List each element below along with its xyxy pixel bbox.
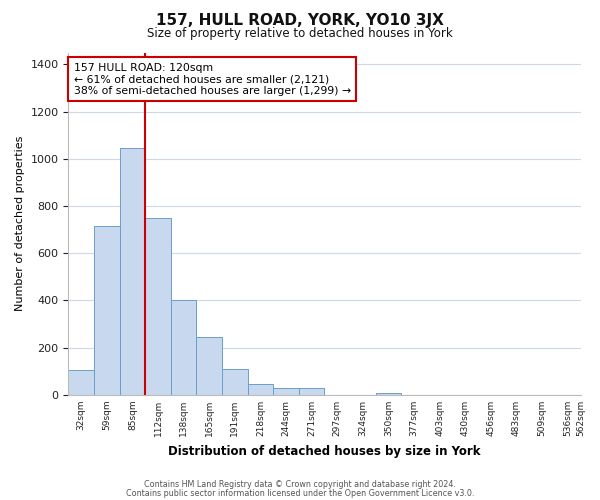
Bar: [119, 148, 145, 395]
Bar: [299, 388, 325, 395]
Bar: [94, 226, 119, 395]
Bar: [145, 218, 171, 395]
Y-axis label: Number of detached properties: Number of detached properties: [15, 136, 25, 312]
Bar: [273, 388, 299, 395]
Bar: [171, 300, 196, 395]
Text: Contains public sector information licensed under the Open Government Licence v3: Contains public sector information licen…: [126, 488, 474, 498]
Text: Size of property relative to detached houses in York: Size of property relative to detached ho…: [147, 28, 453, 40]
Text: 157 HULL ROAD: 120sqm
← 61% of detached houses are smaller (2,121)
38% of semi-d: 157 HULL ROAD: 120sqm ← 61% of detached …: [74, 63, 350, 96]
Bar: [196, 337, 222, 395]
Bar: [376, 392, 401, 395]
X-axis label: Distribution of detached houses by size in York: Distribution of detached houses by size …: [168, 444, 481, 458]
Bar: [68, 370, 94, 395]
Bar: [222, 369, 248, 395]
Bar: [248, 384, 273, 395]
Text: 157, HULL ROAD, YORK, YO10 3JX: 157, HULL ROAD, YORK, YO10 3JX: [156, 12, 444, 28]
Text: Contains HM Land Registry data © Crown copyright and database right 2024.: Contains HM Land Registry data © Crown c…: [144, 480, 456, 489]
